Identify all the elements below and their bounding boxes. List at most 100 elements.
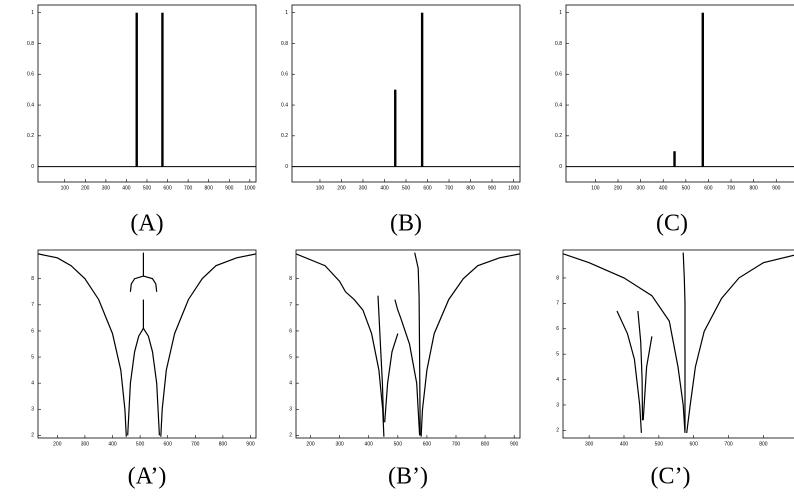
plot-area [296, 252, 520, 437]
x-tick-label: 300 [81, 441, 90, 447]
curve [296, 253, 385, 437]
x-tick-label: 900 [225, 185, 234, 191]
y-tick-label: 0.6 [27, 72, 34, 78]
caption: (A) [130, 211, 163, 237]
caption: (B) [390, 211, 422, 237]
y-tick-label: 6 [31, 328, 34, 334]
spike [673, 151, 676, 167]
x-tick-label: 400 [122, 185, 131, 191]
curve [129, 252, 144, 292]
y-tick-label: 1 [559, 10, 562, 16]
panel: 100 200 300 400 500 600 700 800 900 1000 0 0.2 0.4 0.… [27, 4, 257, 237]
panel: 200 300 400 500 600 700 800 900 2 3 4 5 6 7 8 (B’) [289, 249, 521, 490]
x-tick-label: 400 [620, 441, 629, 447]
curve [637, 310, 644, 421]
x-tick-label: 800 [481, 441, 490, 447]
x-tick-label: 900 [772, 185, 781, 191]
caption: (C) [656, 211, 688, 237]
curve [143, 275, 158, 292]
y-tick-label: 8 [31, 276, 34, 282]
plot-frame [562, 249, 794, 439]
x-tick-label: 1000 [244, 185, 255, 191]
spike [135, 12, 138, 167]
y-tick-label: 7 [556, 301, 559, 307]
spike [161, 12, 164, 167]
curve [414, 252, 421, 436]
x-tick-label: 600 [423, 441, 432, 447]
caption: (C’) [651, 464, 691, 490]
y-tick-label: 0.4 [27, 102, 34, 108]
x-tick-label: 400 [659, 185, 668, 191]
curve [160, 253, 256, 437]
plot-frame [37, 249, 257, 439]
x-tick-label: 800 [466, 185, 475, 191]
spike [420, 12, 424, 167]
x-tick-label: 500 [655, 441, 664, 447]
y-tick-label: 4 [556, 377, 559, 383]
y-tick-label: 4 [31, 380, 34, 386]
plot-area [292, 12, 520, 168]
panel: 200 300 400 500 600 700 800 900 2 3 4 5 6 7 8 (A’) [31, 249, 257, 490]
curve [616, 310, 642, 433]
panel: 300 400 500 600 700 800 2 3 4 5 6 7 8 (C’) [556, 249, 794, 490]
curve [377, 295, 385, 423]
spike [394, 89, 397, 167]
curve [394, 299, 421, 436]
plot-frame [295, 249, 521, 439]
x-tick-label: 700 [727, 185, 736, 191]
x-tick-label: 600 [163, 185, 172, 191]
caption: (B’) [388, 464, 428, 490]
plot-area [38, 12, 256, 168]
plot-frame [37, 4, 257, 183]
y-tick-label: 0.8 [555, 41, 562, 47]
y-tick-label: 0.2 [27, 133, 34, 139]
y-tick-label: 6 [556, 326, 559, 332]
x-tick-label: 300 [359, 185, 368, 191]
x-tick-label: 100 [61, 185, 70, 191]
x-tick-label: 200 [81, 185, 90, 191]
y-tick-label: 0.2 [555, 133, 562, 139]
y-tick-label: 1 [285, 10, 288, 16]
panel: 100 200 300 400 500 600 700 800 900 0 0.2 0.4 0.6 0.8… [555, 4, 794, 237]
curve [682, 252, 686, 431]
x-tick-label: 700 [724, 441, 733, 447]
y-tick-label: 8 [556, 275, 559, 281]
x-tick-label: 800 [205, 185, 214, 191]
x-tick-label: 500 [682, 185, 691, 191]
x-tick-label: 300 [636, 185, 645, 191]
y-tick-label: 7 [31, 302, 34, 308]
x-tick-label: 300 [102, 185, 111, 191]
x-tick-label: 300 [335, 441, 344, 447]
curve [642, 336, 653, 421]
y-tick-label: 0 [285, 164, 288, 170]
curve [420, 253, 520, 437]
y-tick-label: 2 [31, 433, 34, 439]
y-tick-label: 3 [556, 402, 559, 408]
x-tick-label: 700 [445, 185, 454, 191]
y-tick-label: 0.8 [281, 41, 288, 47]
x-tick-label: 800 [219, 441, 228, 447]
x-tick-label: 700 [191, 441, 200, 447]
panel: 100 200 300 400 500 600 700 800 900 1000 0 0.2 0.4 0.… [281, 4, 521, 237]
x-tick-label: 400 [365, 441, 374, 447]
plot-frame [291, 4, 521, 183]
x-tick-label: 800 [759, 441, 768, 447]
y-tick-label: 0 [31, 164, 34, 170]
x-tick-label: 700 [184, 185, 193, 191]
x-tick-label: 500 [136, 441, 145, 447]
y-tick-label: 2 [556, 428, 559, 434]
x-tick-label: 900 [246, 441, 255, 447]
y-tick-label: 3 [289, 407, 292, 413]
x-tick-label: 300 [585, 441, 594, 447]
x-tick-label: 200 [337, 185, 346, 191]
y-tick-label: 6 [289, 328, 292, 334]
y-tick-label: 5 [289, 354, 292, 360]
caption: (A’) [128, 464, 167, 490]
y-tick-label: 5 [556, 351, 559, 357]
plot-area [38, 252, 256, 437]
y-tick-label: 4 [289, 380, 292, 386]
x-tick-label: 800 [749, 185, 758, 191]
curve [127, 327, 160, 436]
x-tick-label: 600 [704, 185, 713, 191]
